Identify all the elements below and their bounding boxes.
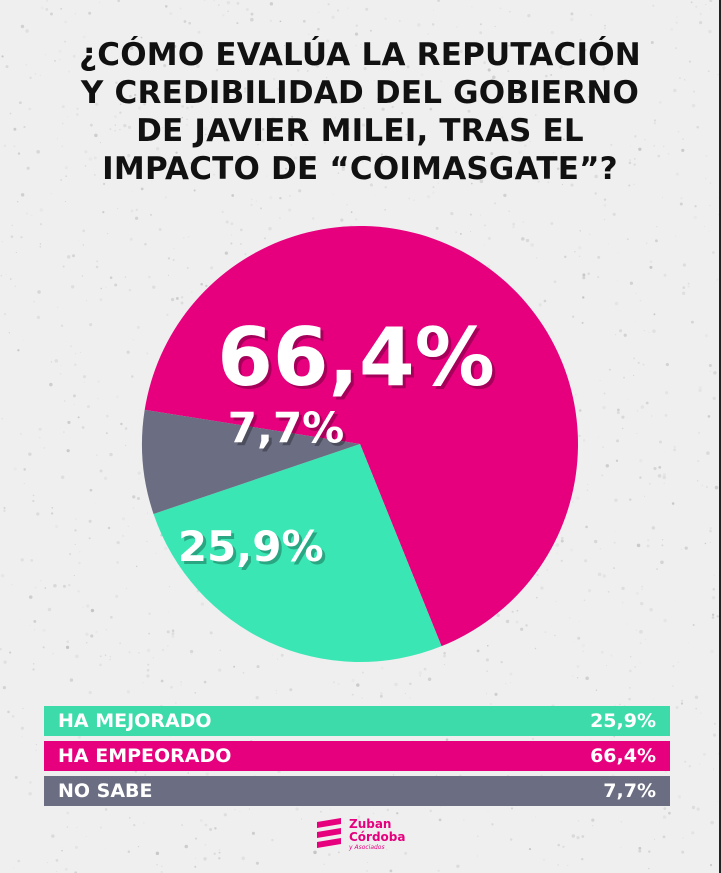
- pie-slice-mejorado: [153, 444, 442, 662]
- pie-label-empeorado-shadow: 66,4%: [220, 314, 498, 407]
- brand-name-line2: Córdoba: [349, 830, 406, 844]
- pie-slice-empeorado: [144, 226, 578, 647]
- brand-logo: Zuban Córdoba y Asociados: [315, 818, 406, 852]
- legend-row-no-sabe: NO SABE 7,7%: [44, 776, 670, 806]
- title-line: ¿CÓMO EVALÚA LA REPUTACIÓN: [79, 37, 641, 73]
- legend-label: NO SABE: [58, 780, 153, 802]
- legend-value: 7,7%: [603, 780, 656, 802]
- pie-label-empeorado: 66,4%: [217, 311, 495, 404]
- legend-value: 66,4%: [590, 745, 656, 767]
- legend-label: HA EMPEORADO: [58, 745, 232, 767]
- pie-slice-no-sabe: [141, 409, 360, 514]
- title-line: IMPACTO DE “COIMASGATE”?: [102, 151, 618, 187]
- brand-logo-icon: [317, 818, 341, 848]
- legend-table: HA MEJORADO 25,9% HA EMPEORADO 66,4% NO …: [44, 706, 670, 811]
- legend-value: 25,9%: [590, 710, 656, 732]
- title-line: Y CREDIBILIDAD DEL GOBIERNO: [80, 75, 640, 111]
- brand-logo-text: Zuban Córdoba y Asociados: [349, 818, 406, 852]
- legend-row-empeorado: HA EMPEORADO 66,4%: [44, 741, 670, 771]
- brand-name-line3: y Asociados: [349, 844, 385, 851]
- pie-label-no-sabe-shadow: 7,7%: [231, 407, 347, 456]
- chart-title: ¿CÓMO EVALÚA LA REPUTACIÓN Y CREDIBILIDA…: [40, 36, 680, 188]
- brand-name-line1: Zuban: [349, 817, 392, 831]
- title-line: DE JAVIER MILEI, TRAS EL: [136, 113, 584, 149]
- pie-label-no-sabe: 7,7%: [228, 404, 344, 453]
- pie-label-mejorado: 25,9%: [178, 522, 324, 571]
- pie-label-mejorado-shadow: 25,9%: [181, 525, 327, 574]
- legend-row-mejorado: HA MEJORADO 25,9%: [44, 706, 670, 736]
- legend-label: HA MEJORADO: [58, 710, 212, 732]
